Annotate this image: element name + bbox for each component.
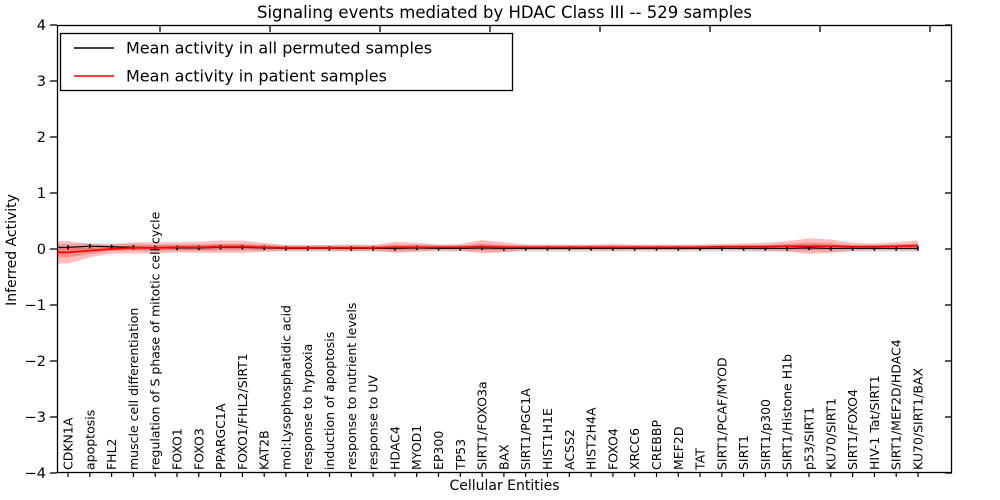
x-tick-label: PPARGC1A bbox=[213, 403, 228, 470]
y-tick-label: −4 bbox=[25, 466, 46, 482]
x-tick-label: SIRT1/FOXO4 bbox=[845, 389, 860, 470]
x-tick-label: SIRT1/Histone H1b bbox=[780, 354, 795, 470]
x-tick-label: FHL2 bbox=[104, 438, 119, 470]
legend-label: Mean activity in all permuted samples bbox=[126, 39, 432, 58]
chart-title: Signaling events mediated by HDAC Class … bbox=[256, 3, 753, 22]
x-tick-label: KU70/SIRT1/BAX bbox=[911, 368, 926, 470]
x-tick-label: KAT2B bbox=[257, 430, 272, 470]
x-tick-label: CDKN1A bbox=[61, 417, 76, 470]
x-ticks bbox=[67, 473, 919, 477]
y-tick-label: 2 bbox=[37, 130, 46, 146]
x-tick-label: MEF2D bbox=[671, 427, 686, 470]
x-tick-label: SIRT1/PCAF/MYOD bbox=[714, 357, 729, 470]
top-ticks bbox=[159, 25, 931, 32]
x-tick-label: SIRT1/FOXO3a bbox=[475, 381, 490, 470]
y-tick-label: −2 bbox=[25, 354, 46, 370]
x-tick-label: response to UV bbox=[366, 375, 381, 470]
x-tick-label: HIST2H4A bbox=[584, 407, 599, 470]
x-axis-label: Cellular Entities bbox=[449, 478, 560, 494]
x-tick-label: FOXO4 bbox=[605, 428, 620, 470]
x-tick-label: FOXO1 bbox=[170, 428, 185, 470]
x-tick-label: response to nutrient levels bbox=[344, 303, 359, 470]
x-tick-label: EP300 bbox=[431, 431, 446, 470]
x-tick-label: TAT bbox=[693, 448, 708, 471]
legend: Mean activity in all permuted samples Mea… bbox=[59, 32, 514, 92]
y-tick-label: −1 bbox=[25, 298, 46, 314]
x-tick-label: SIRT1/MEF2D/HDAC4 bbox=[889, 339, 904, 470]
x-tick-label: KU70/SIRT1 bbox=[823, 398, 838, 470]
x-tick-label: TP53 bbox=[453, 439, 468, 471]
x-tick-label: CREBBP bbox=[649, 420, 664, 470]
x-tick-label: HIST1H1E bbox=[540, 408, 555, 470]
x-tick-label: SIRT1/p300 bbox=[758, 399, 773, 470]
y-tick-label: 3 bbox=[37, 74, 46, 90]
x-tick-label: MYOD1 bbox=[409, 425, 424, 470]
x-tick-label: HDAC4 bbox=[387, 426, 402, 470]
x-tick-label: BAX bbox=[496, 444, 511, 470]
x-tick-label: ACSS2 bbox=[562, 429, 577, 470]
x-tick-label: FOXO1/FHL2/SIRT1 bbox=[235, 353, 250, 470]
y-tick-label: 0 bbox=[37, 242, 46, 258]
x-tick-label: HIV-1 Tat/SIRT1 bbox=[867, 375, 882, 470]
y-axis-label: Inferred Activity bbox=[4, 194, 20, 306]
x-tick-labels: CDKN1A apoptosis FHL2 muscle cell different… bbox=[61, 211, 926, 471]
legend-box bbox=[59, 32, 514, 92]
y-tick-label: −3 bbox=[25, 410, 46, 426]
x-tick-label: regulation of S phase of mitotic cell cy… bbox=[148, 211, 163, 470]
y-tick-label: 1 bbox=[37, 186, 46, 202]
x-tick-label: p53/SIRT1 bbox=[802, 407, 817, 470]
x-tick-label: XRCC6 bbox=[627, 428, 642, 470]
legend-label: Mean activity in patient samples bbox=[126, 67, 387, 86]
x-tick-label: SIRT1/PGC1A bbox=[518, 388, 533, 470]
x-tick-label: apoptosis bbox=[82, 410, 97, 470]
x-tick-label: induction of apoptosis bbox=[322, 332, 337, 470]
patient-band bbox=[57, 238, 918, 264]
x-tick-label: response to hypoxia bbox=[300, 344, 315, 470]
x-tick-label: SIRT1 bbox=[736, 435, 751, 470]
x-tick-label: muscle cell differentiation bbox=[126, 308, 141, 470]
x-tick-label: mol:Lysophosphatidic acid bbox=[278, 305, 293, 470]
y-ticks: −4 −3 −2 −1 0 1 2 3 4 bbox=[25, 18, 952, 482]
patient-mean-line bbox=[57, 244, 919, 254]
y-tick-label: 4 bbox=[37, 18, 46, 34]
x-tick-label: FOXO3 bbox=[191, 428, 206, 470]
